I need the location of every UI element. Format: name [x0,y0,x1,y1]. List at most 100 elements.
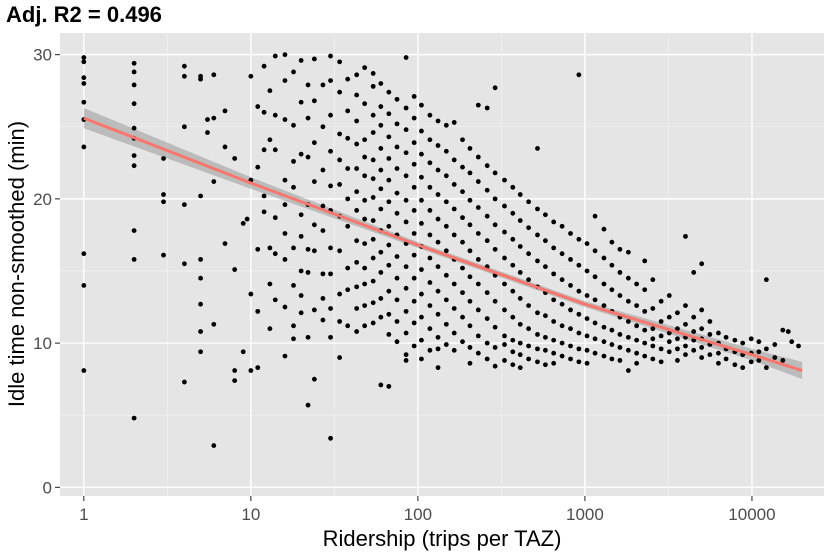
data-point [427,255,433,261]
data-point [261,147,267,153]
data-point [675,326,680,332]
data-point [601,339,607,345]
data-point [354,238,360,244]
data-point [475,179,481,184]
data-point [81,251,87,257]
data-point [282,304,288,310]
data-point [526,303,531,309]
data-point [370,70,376,76]
data-point [492,324,498,330]
data-point [517,296,523,301]
data-point [386,262,392,268]
data-point [181,379,187,385]
data-point [510,262,516,268]
data-point [592,350,598,356]
data-point [244,216,250,222]
data-point [378,296,384,301]
data-point [502,342,507,347]
data-point [354,118,360,124]
data-point [675,310,680,316]
data-point [467,323,473,329]
data-point [716,350,721,356]
data-point [551,319,557,324]
data-point [526,343,531,349]
data-point [305,154,311,160]
data-point [386,311,392,317]
data-point [435,264,441,270]
data-point [403,150,409,156]
data-point [403,197,409,203]
data-point [443,272,449,278]
data-point [443,122,449,128]
data-point [551,337,557,343]
data-point [772,355,778,360]
data-point [337,248,343,254]
data-point [475,102,481,108]
data-point [517,270,523,275]
data-point [291,245,296,251]
data-point [584,241,590,246]
data-point [282,78,288,83]
data-point [81,99,87,105]
data-point [484,163,490,169]
data-point [198,275,203,281]
data-point [699,261,705,267]
data-point [386,199,392,205]
data-point [601,303,607,309]
data-point [475,257,481,262]
data-point [691,329,697,334]
data-point [328,78,333,83]
data-point [311,248,317,254]
data-point [419,356,424,362]
data-point [411,140,417,146]
data-point [272,251,278,257]
data-point [345,223,351,229]
data-point [419,151,424,157]
data-point [543,362,548,368]
data-point [282,117,288,122]
data-point [378,186,384,192]
data-point [411,115,417,121]
data-point [510,288,516,294]
data-point [467,345,473,350]
data-point [780,358,786,363]
data-point [451,306,457,311]
data-point [240,349,246,355]
data-point [337,182,343,187]
y-axis-ticks: 0 10 20 30 [33,46,60,497]
data-point [81,75,87,81]
data-point [559,323,565,329]
data-point [683,352,688,358]
data-point [378,206,384,212]
data-point [559,277,565,283]
data-point [411,208,417,213]
data-point [320,271,326,277]
data-point [492,246,498,252]
data-point [131,228,137,234]
data-point [617,358,623,363]
data-point [666,314,672,320]
data-point [370,112,376,118]
data-point [772,342,778,347]
data-point [320,124,326,130]
data-point [691,270,697,275]
data-point [435,288,441,294]
data-point [181,124,187,130]
data-point [699,345,705,350]
data-point [261,63,267,69]
data-point [211,179,217,184]
data-point [394,121,400,127]
data-point [291,283,296,288]
data-point [568,356,573,362]
data-point [354,166,360,171]
data-point [419,291,424,297]
data-point [492,298,498,304]
data-point [311,376,317,382]
data-point [625,368,631,373]
data-point [354,329,360,334]
data-point [642,327,648,333]
data-point [475,333,481,339]
data-point [411,252,417,258]
data-point [320,167,326,173]
data-point [394,319,400,324]
